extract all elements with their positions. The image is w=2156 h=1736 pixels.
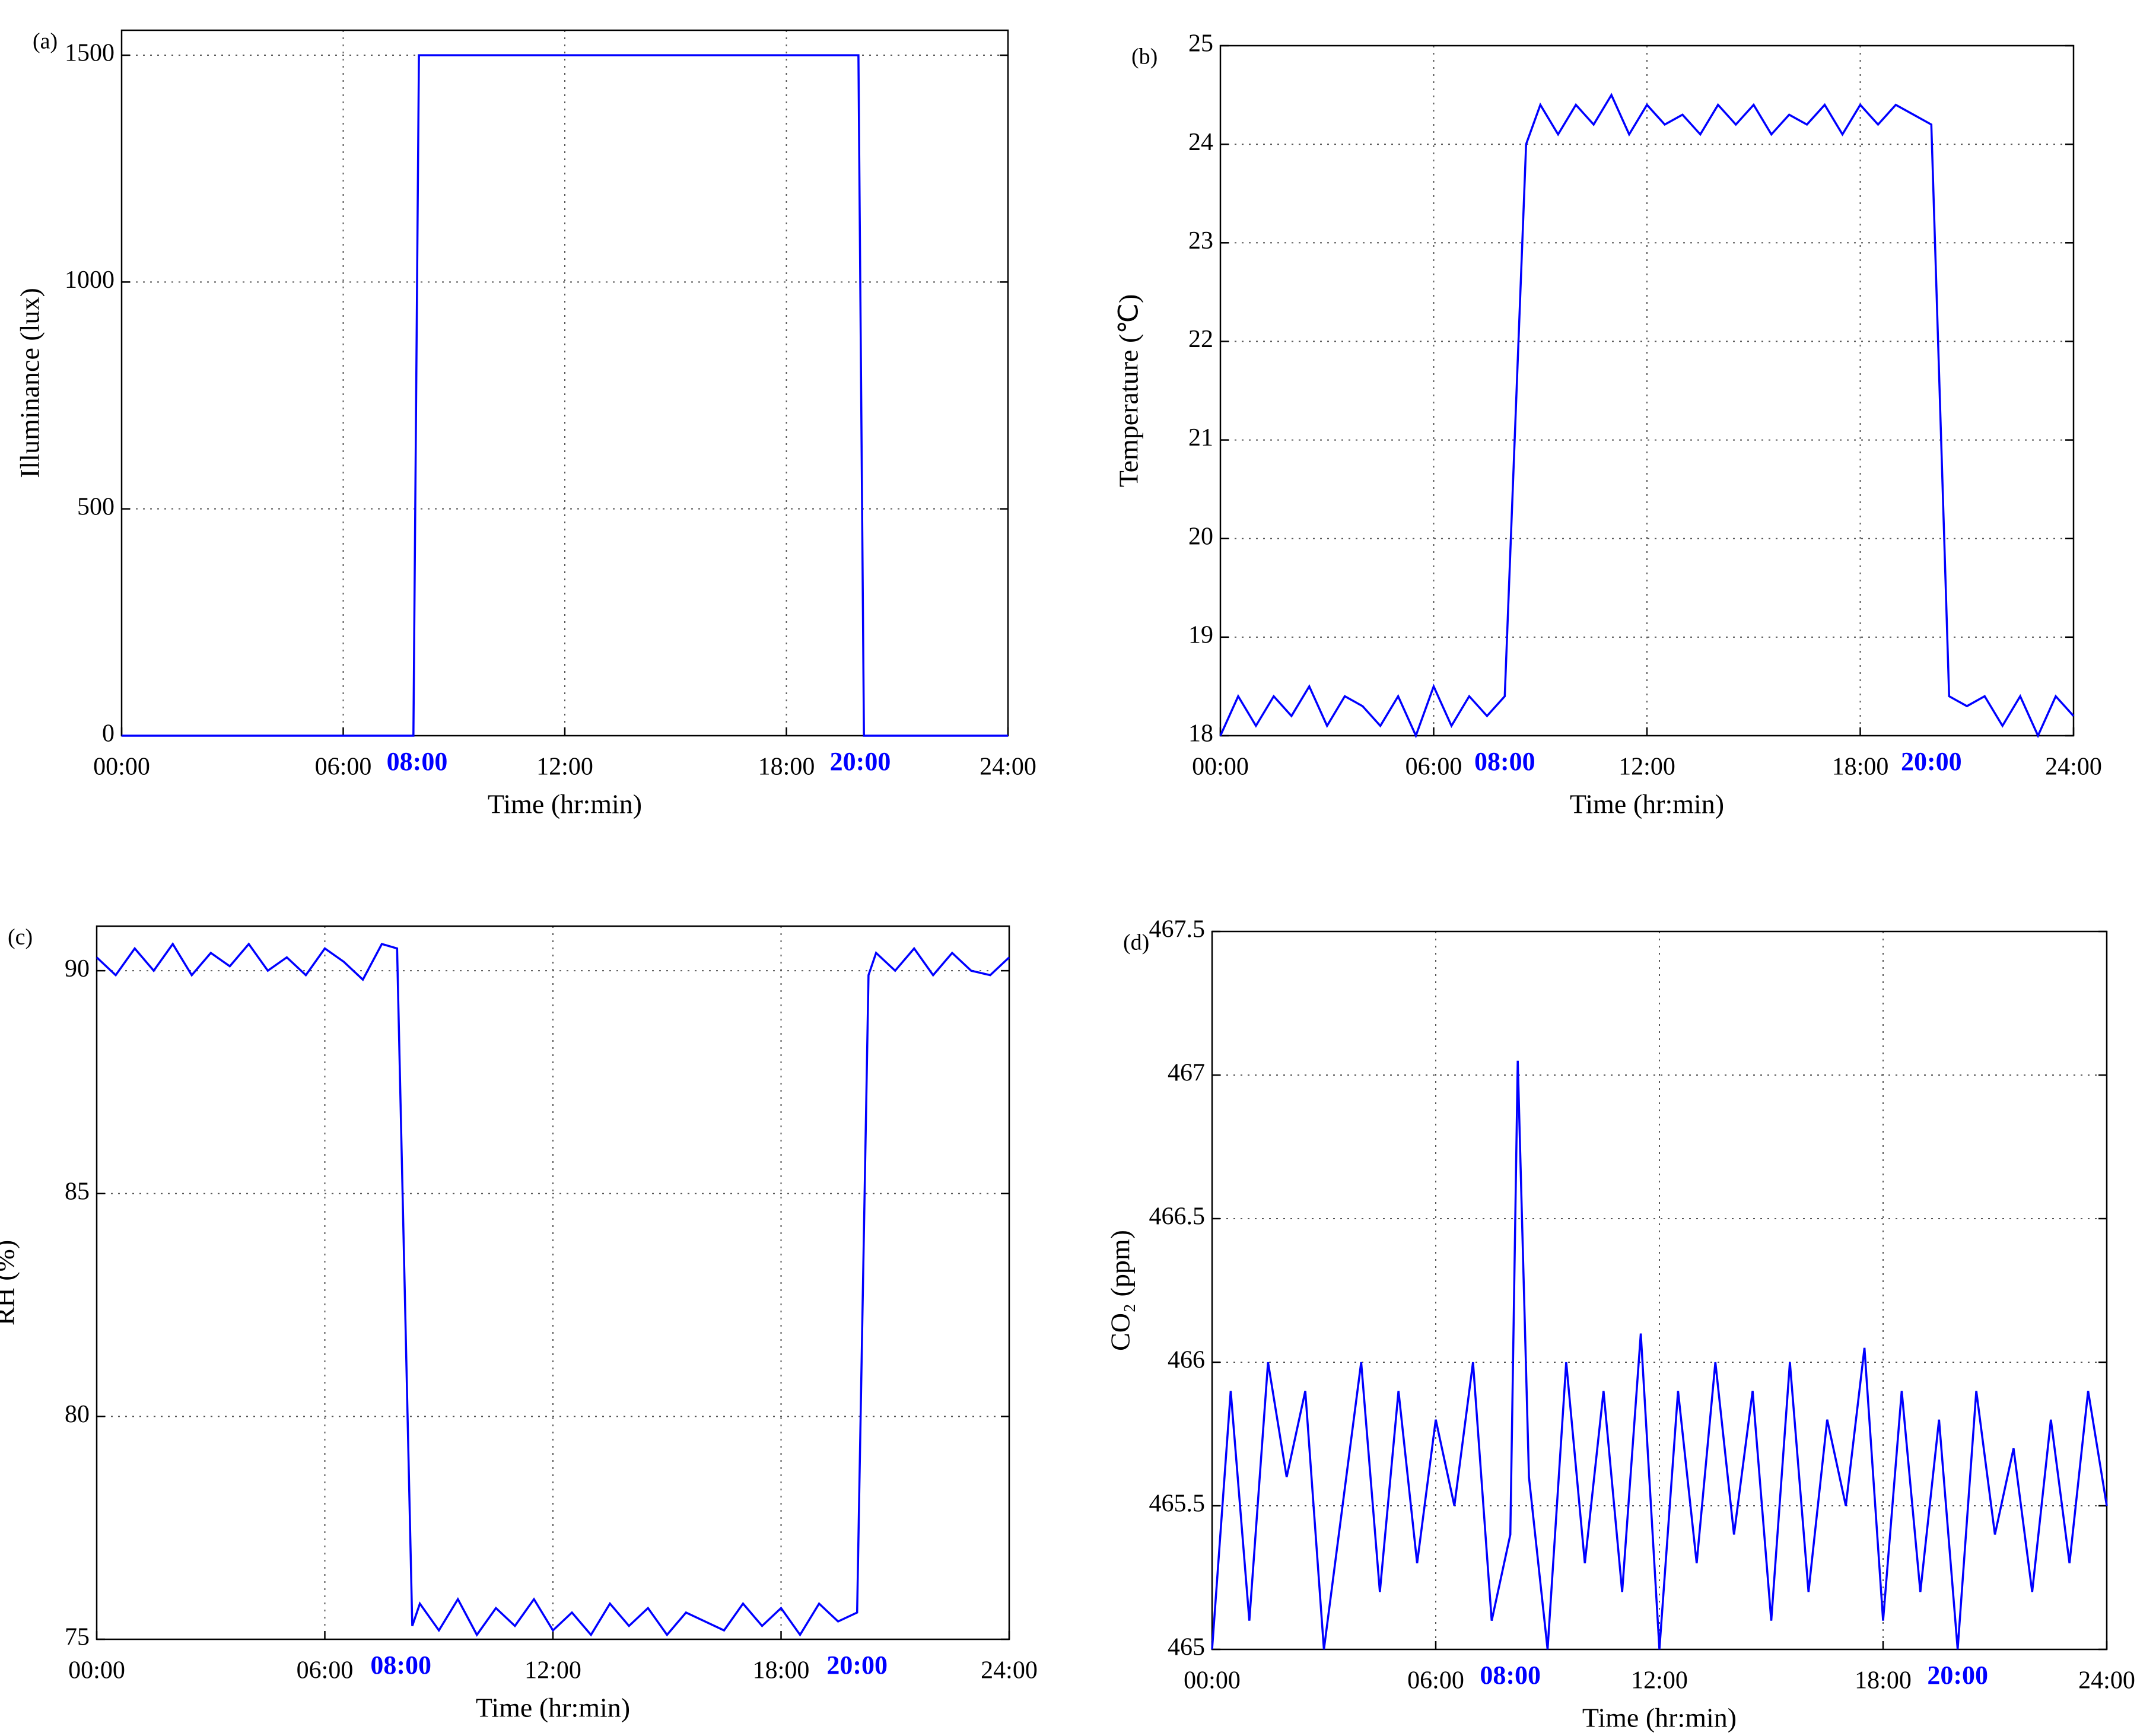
annotation: 08:00 <box>1474 747 1535 776</box>
x-axis-label: Time (hr:min) <box>488 789 642 819</box>
annotation: 20:00 <box>826 1651 888 1680</box>
x-tick-label: 18:00 <box>758 753 815 781</box>
y-tick-label: 465.5 <box>1149 1490 1206 1518</box>
x-tick-label: 18:00 <box>753 1657 810 1684</box>
y-tick-label: 19 <box>1188 621 1213 648</box>
y-tick-label: 24 <box>1188 129 1213 156</box>
y-tick-label: 1500 <box>65 40 115 67</box>
y-tick-label: 466.5 <box>1149 1203 1206 1231</box>
y-tick-label: 90 <box>65 955 90 983</box>
y-tick-label: 75 <box>65 1624 90 1651</box>
y-tick-label: 22 <box>1188 326 1213 353</box>
y-tick-label: 80 <box>65 1401 90 1428</box>
x-tick-label: 24:00 <box>981 1657 1038 1684</box>
x-tick-label: 18:00 <box>1832 753 1889 781</box>
panel-label: (c) <box>8 925 33 950</box>
annotation: 20:00 <box>830 747 891 776</box>
y-tick-label: 467.5 <box>1149 916 1206 943</box>
y-tick-label: 465 <box>1168 1634 1205 1661</box>
y-tick-label: 18 <box>1188 720 1213 748</box>
y-axis-label: RH (%) <box>0 1240 20 1325</box>
panel-label: (b) <box>1131 44 1158 69</box>
x-tick-label: 24:00 <box>2045 753 2102 781</box>
y-tick-label: 466 <box>1168 1347 1205 1374</box>
data-line <box>1219 93 2075 739</box>
x-tick-label: 12:00 <box>536 753 593 781</box>
plot-frame <box>1219 44 2075 737</box>
x-tick-label: 00:00 <box>68 1657 125 1684</box>
x-tick-label: 00:00 <box>1192 753 1249 781</box>
x-tick-label: 06:00 <box>315 753 372 781</box>
y-axis-label: CO₂ (ppm) <box>1105 1230 1136 1351</box>
annotation: 20:00 <box>1927 1661 1988 1690</box>
panel-label: (d) <box>1123 930 1149 955</box>
panel-label: (a) <box>33 29 58 54</box>
x-tick-label: 00:00 <box>1184 1667 1241 1694</box>
y-tick-label: 23 <box>1188 227 1213 255</box>
x-axis-label: Time (hr:min) <box>1582 1703 1737 1733</box>
x-tick-label: 06:00 <box>297 1657 354 1684</box>
y-tick-label: 20 <box>1188 523 1213 550</box>
x-tick-label: 00:00 <box>93 753 150 781</box>
plot-frame <box>96 925 1010 1640</box>
x-axis-label: Time (hr:min) <box>476 1693 630 1723</box>
annotation: 08:00 <box>387 747 448 776</box>
y-tick-label: 500 <box>77 493 115 520</box>
annotation: 20:00 <box>1901 747 1962 776</box>
x-tick-label: 24:00 <box>2078 1667 2135 1694</box>
y-axis-label: Temperature (℃) <box>1114 294 1144 488</box>
y-tick-label: 85 <box>65 1178 90 1205</box>
plot-frame <box>120 29 1009 737</box>
x-tick-label: 12:00 <box>524 1657 581 1684</box>
x-tick-label: 12:00 <box>1631 1667 1688 1694</box>
x-tick-label: 18:00 <box>1855 1667 1912 1694</box>
data-line <box>122 54 1008 737</box>
annotation: 08:00 <box>370 1651 431 1680</box>
x-tick-label: 06:00 <box>1405 753 1462 781</box>
y-tick-label: 21 <box>1188 424 1213 452</box>
x-axis-label: Time (hr:min) <box>1570 789 1724 819</box>
x-tick-label: 24:00 <box>980 753 1036 781</box>
data-line <box>96 942 1010 1637</box>
y-axis-label: Illuminance (lux) <box>15 288 45 478</box>
x-tick-label: 06:00 <box>1407 1667 1464 1694</box>
x-tick-label: 12:00 <box>1618 753 1675 781</box>
y-tick-label: 0 <box>102 720 115 748</box>
y-tick-label: 25 <box>1188 30 1213 58</box>
data-line <box>1211 1060 2108 1650</box>
annotation: 08:00 <box>1480 1661 1541 1690</box>
y-tick-label: 467 <box>1168 1060 1205 1087</box>
y-tick-label: 1000 <box>65 266 115 294</box>
